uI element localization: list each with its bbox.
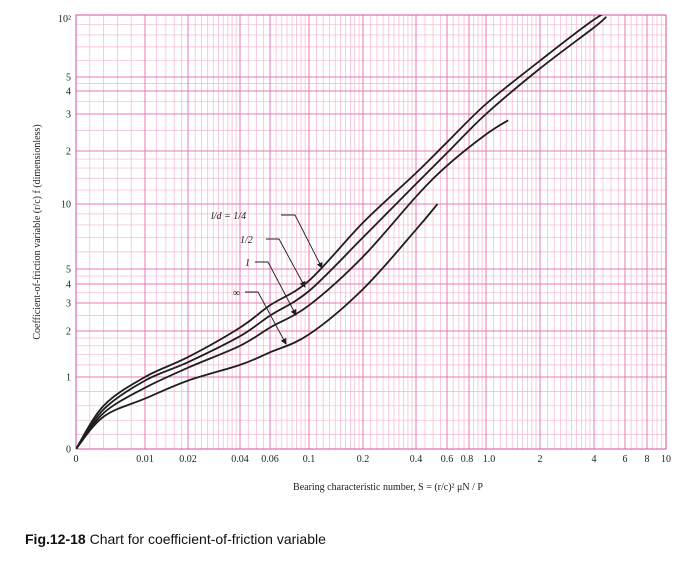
y-tick-label: 5 — [66, 265, 71, 276]
x-tick-label: 0.4 — [410, 454, 423, 465]
x-tick-label: 6 — [623, 454, 628, 465]
figure-caption: Fig.12-18 Chart for coefficient-of-frict… — [25, 531, 326, 547]
x-tick-label: 0.2 — [357, 454, 370, 465]
annotation-l-d-quarter-label: l/d = 1/4 — [211, 211, 246, 222]
x-tick-label: 4 — [592, 454, 597, 465]
x-tick-label: 2 — [538, 454, 543, 465]
x-tick-label: 0.8 — [461, 454, 474, 465]
curve-annotations: l/d = 1/4 1/2 1 ∞ — [211, 211, 323, 345]
x-tick-label: 1.0 — [483, 454, 496, 465]
annotation-half-label: 1/2 — [240, 235, 253, 246]
x-tick-labels: 0 0.01 0.02 0.04 0.06 0.1 0.2 0.4 0.6 0.8 1.0 2 4 6 8 1… — [74, 454, 672, 465]
y-tick-label: 3 — [66, 299, 71, 310]
grid-major — [76, 15, 666, 449]
x-tick-label: 0 — [74, 454, 79, 465]
x-tick-label: 0.04 — [231, 454, 249, 465]
y-tick-label: 10 — [61, 200, 71, 211]
annotation-infinity-arrow — [245, 291, 287, 345]
annotation-one-label: 1 — [245, 258, 250, 269]
plot-area — [76, 15, 666, 449]
x-tick-label: 8 — [645, 454, 650, 465]
y-tick-label: 2 — [66, 327, 71, 338]
x-tick-label: 0.01 — [136, 454, 154, 465]
annotation-one-arrow — [255, 261, 297, 316]
y-tick-label: 1 — [66, 373, 71, 384]
y-tick-label: 3 — [66, 110, 71, 121]
friction-chart: 0 0.01 0.02 0.04 0.06 0.1 0.2 0.4 0.6 0.8 1.0 2 4 6 8 1… — [32, 14, 672, 493]
x-tick-label: 10 — [661, 454, 671, 465]
figure-caption-prefix: Fig.12-18 — [25, 531, 86, 547]
x-tick-label: 0.02 — [179, 454, 197, 465]
y-axis-title-text: Coefficient-of-friction variable (r/c) f… — [32, 124, 43, 339]
y-tick-label: 5 — [66, 73, 71, 84]
annotation-infinity-label: ∞ — [233, 288, 240, 299]
curve-l-d-half — [76, 16, 607, 449]
curve-l-d-one — [76, 119, 509, 449]
y-axis-title: Coefficient-of-friction variable (r/c) f… — [32, 124, 43, 339]
annotation-l-d-quarter-arrow — [281, 214, 323, 269]
y-tick-label: 10² — [58, 14, 71, 25]
curve-l-d-quarter — [76, 15, 603, 449]
y-tick-label: 2 — [66, 147, 71, 158]
curves — [76, 15, 607, 449]
x-axis-title: Bearing characteristic number, S = (r/c)… — [293, 482, 483, 493]
y-tick-label: 4 — [66, 280, 71, 291]
x-tick-label: 0.06 — [261, 454, 279, 465]
annotation-half-arrow — [266, 238, 306, 288]
y-tick-label: 4 — [66, 87, 71, 98]
figure-caption-text: Chart for coefficient-of-friction variab… — [85, 531, 326, 547]
y-tick-label: 0 — [66, 445, 71, 456]
curve-l-d-infinity — [76, 203, 439, 449]
y-tick-labels: 0 1 2 3 4 5 10 2 3 4 5 10² — [58, 14, 71, 456]
x-tick-label: 0.6 — [441, 454, 454, 465]
svg-text:Coefficient-of-friction variab: Coefficient-of-friction variable (r/c) f… — [32, 124, 43, 339]
plot-frame — [75, 14, 667, 450]
x-tick-label: 0.1 — [303, 454, 316, 465]
